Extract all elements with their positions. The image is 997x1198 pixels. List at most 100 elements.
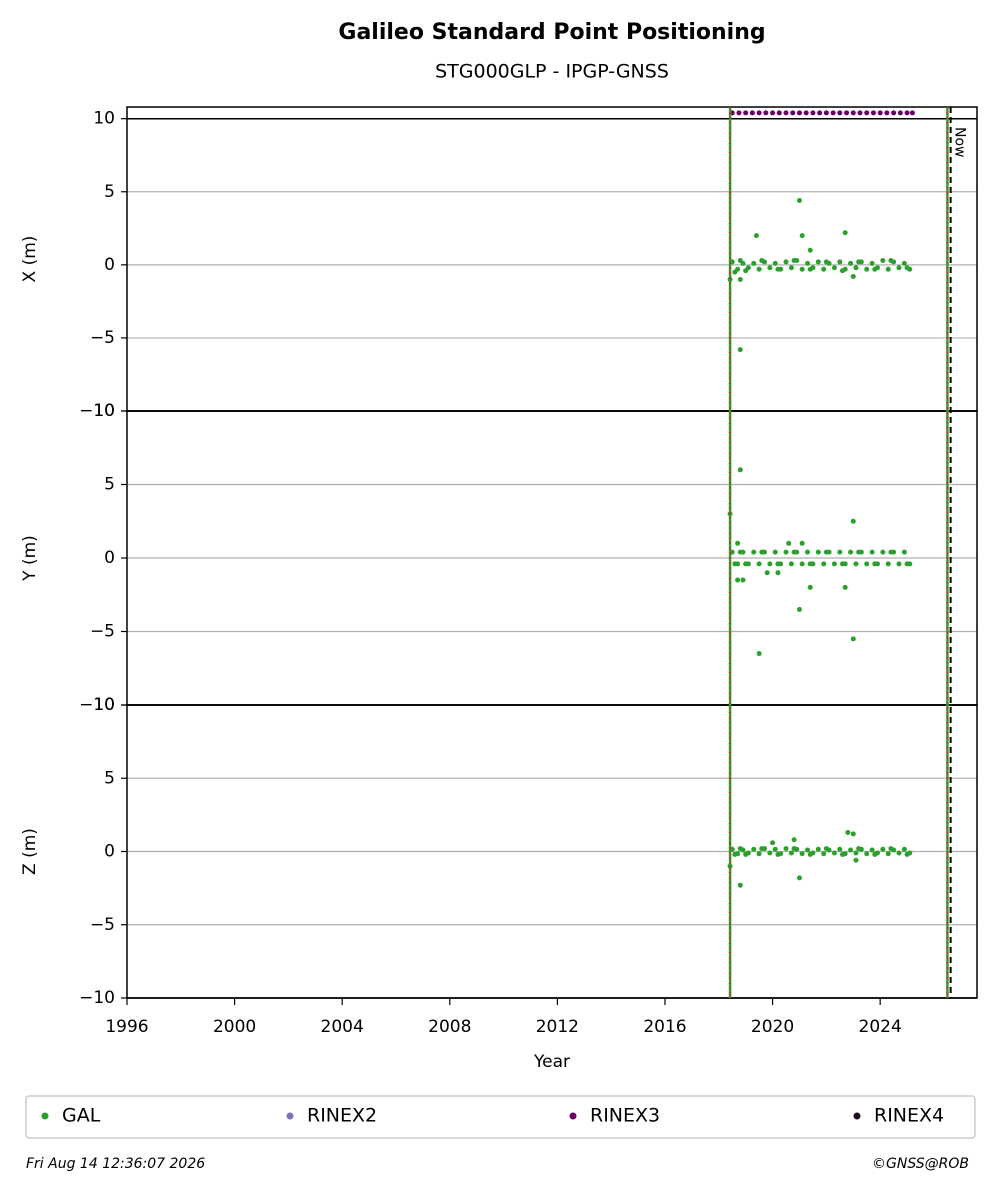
data-point [756, 110, 762, 116]
data-point [775, 570, 781, 576]
data-point [788, 561, 794, 567]
data-point [770, 110, 776, 116]
data-point [737, 276, 743, 282]
data-point [751, 260, 757, 266]
data-point [756, 561, 762, 567]
data-point [775, 266, 781, 272]
data-point [805, 549, 811, 555]
data-point [821, 561, 827, 567]
data-point [870, 110, 876, 116]
data-point [885, 851, 891, 857]
data-point [850, 274, 856, 280]
data-point [823, 110, 829, 116]
data-point [817, 110, 823, 116]
data-point [872, 561, 878, 567]
data-point [737, 257, 743, 263]
data-point [831, 850, 837, 856]
data-point [869, 260, 875, 266]
data-point [783, 549, 789, 555]
data-point [884, 110, 890, 116]
data-point [799, 561, 805, 567]
chart-subtitle: STG000GLP - IPGP-GNSS [435, 61, 669, 83]
data-point [823, 846, 829, 852]
data-point [791, 257, 797, 263]
data-point [856, 846, 862, 852]
data-point [743, 268, 749, 274]
data-point [830, 110, 836, 116]
data-point [880, 846, 886, 852]
data-point [888, 549, 894, 555]
data-point [796, 110, 802, 116]
legend-marker [286, 1112, 294, 1120]
data-point [853, 850, 859, 856]
data-point [807, 561, 813, 567]
data-point [888, 846, 894, 852]
data-point [759, 846, 765, 852]
y-tick-label: −5 [90, 328, 115, 348]
data-point [767, 265, 773, 271]
data-point [772, 549, 778, 555]
data-point [821, 266, 827, 272]
data-point [842, 584, 848, 590]
data-point [788, 265, 794, 271]
y-axis-label: X (m) [20, 236, 40, 283]
data-point [853, 857, 859, 863]
data-point [796, 198, 802, 204]
data-point [842, 230, 848, 236]
data-point [904, 851, 910, 857]
now-label: Now [952, 127, 968, 158]
data-point [904, 561, 910, 567]
data-point [904, 110, 910, 116]
data-point [848, 549, 854, 555]
data-point [896, 850, 902, 856]
data-point [807, 851, 813, 857]
data-point [837, 110, 843, 116]
data-point [901, 549, 907, 555]
data-point [732, 851, 738, 857]
data-point [743, 561, 749, 567]
data-point [772, 260, 778, 266]
data-point [783, 846, 789, 852]
data-point [735, 577, 741, 583]
legend-marker [569, 1112, 577, 1120]
data-point [737, 846, 743, 852]
data-point [864, 266, 870, 272]
data-point [840, 561, 846, 567]
chart-title: Galileo Standard Point Positioning [338, 20, 765, 45]
x-tick-label: 2016 [643, 1017, 686, 1037]
y-tick-label: 0 [104, 842, 115, 862]
data-point [767, 561, 773, 567]
data-point [783, 110, 789, 116]
data-point [772, 846, 778, 852]
data-point [807, 266, 813, 272]
data-point [763, 110, 769, 116]
footer-date: Fri Aug 14 12:36:07 2026 [26, 1156, 205, 1172]
data-point [877, 110, 883, 116]
data-point [857, 110, 863, 116]
data-point [823, 549, 829, 555]
data-point [756, 851, 762, 857]
data-point [869, 549, 875, 555]
x-tick-label: 2020 [751, 1017, 794, 1037]
data-point [840, 851, 846, 857]
data-point [885, 266, 891, 272]
data-point [791, 837, 797, 843]
data-point [803, 110, 809, 116]
data-point [732, 561, 738, 567]
y-tick-label: 10 [93, 695, 115, 715]
data-point [736, 110, 742, 116]
data-point [759, 549, 765, 555]
legend-marker [853, 1112, 861, 1120]
data-point [810, 110, 816, 116]
footer-credit: ©GNSS@ROB [872, 1156, 969, 1172]
y-tick-label: 0 [104, 548, 115, 568]
data-point [853, 561, 859, 567]
data-point [799, 266, 805, 272]
x-axis-label: Year [533, 1052, 570, 1072]
data-point [872, 851, 878, 857]
data-point [896, 561, 902, 567]
data-point [831, 265, 837, 271]
y-tick-label: 5 [104, 768, 115, 788]
data-point [732, 269, 738, 275]
